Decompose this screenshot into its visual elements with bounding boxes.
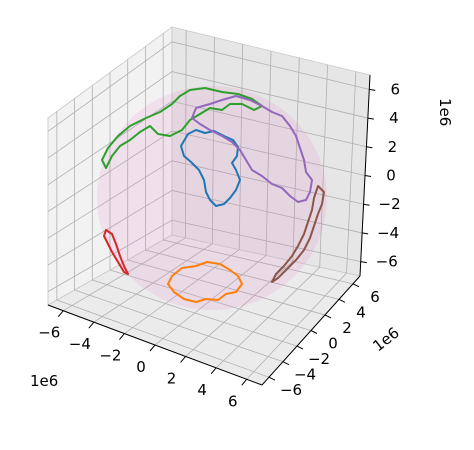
x-tick-mark bbox=[149, 344, 156, 352]
sphere bbox=[97, 86, 327, 310]
y-axis-line bbox=[261, 275, 361, 386]
x-tick-mark bbox=[241, 378, 248, 386]
y-offset-label: 1e6 bbox=[369, 324, 402, 356]
z-gridline bbox=[47, 190, 363, 266]
y-gridline bbox=[145, 249, 340, 300]
y-tick-mark bbox=[268, 376, 276, 381]
z-tick-mark bbox=[369, 88, 376, 91]
x-tick-mark bbox=[210, 367, 217, 375]
x-tick-label: −6 bbox=[38, 324, 60, 342]
y-tick-mark bbox=[338, 298, 346, 303]
x-tick-label: 2 bbox=[167, 369, 177, 387]
y-tick-mark bbox=[282, 361, 290, 366]
z-tick-label: 0 bbox=[386, 167, 396, 185]
x-tick-label: −4 bbox=[69, 335, 91, 353]
y-gridline bbox=[56, 299, 270, 378]
z-offset-label: 1e6 bbox=[436, 98, 454, 126]
coastline-north-america bbox=[101, 87, 263, 169]
coastline-south-america bbox=[103, 229, 129, 275]
z-gridline bbox=[47, 100, 367, 186]
x-tick-label: 4 bbox=[197, 381, 207, 399]
x-tick-mark bbox=[57, 310, 64, 318]
z-gridline bbox=[47, 160, 364, 239]
coastline-antarctica bbox=[167, 261, 243, 303]
y-tick-mark bbox=[324, 314, 332, 319]
x-tick-mark bbox=[119, 333, 125, 340]
x-axis-line bbox=[47, 304, 263, 386]
z-tick-mark bbox=[364, 175, 372, 177]
x-tick-label: −2 bbox=[99, 347, 121, 365]
x-tick-label: 0 bbox=[136, 358, 146, 376]
z-tick-label: −6 bbox=[376, 253, 398, 271]
y-tick-label: 0 bbox=[328, 335, 338, 353]
series-layer bbox=[101, 87, 325, 303]
z-gridline bbox=[47, 130, 366, 212]
z-tick-label: −2 bbox=[379, 195, 401, 213]
y-tick-label: 6 bbox=[370, 288, 380, 306]
y-gridline bbox=[163, 239, 354, 285]
y-tick-label: −2 bbox=[308, 350, 330, 368]
coastline-eurasia bbox=[191, 95, 313, 203]
z-tick-label: 4 bbox=[389, 109, 399, 127]
z-tick-mark bbox=[362, 232, 369, 235]
x-offset-label: 1e6 bbox=[30, 372, 58, 390]
z-tick-mark bbox=[367, 117, 374, 120]
z-tick-mark bbox=[363, 203, 370, 206]
z-gridline bbox=[47, 71, 368, 159]
z-axis-line bbox=[359, 74, 371, 277]
y-gridline bbox=[127, 259, 326, 316]
z-tick-label: 6 bbox=[391, 80, 401, 98]
coastline-australia bbox=[271, 185, 325, 283]
x-tick-mark bbox=[180, 356, 186, 363]
z-tick-label: 2 bbox=[388, 138, 398, 156]
x-tick-mark bbox=[88, 321, 95, 329]
y-tick-mark bbox=[296, 345, 304, 350]
sphere-surface bbox=[97, 86, 327, 310]
y-tick-mark bbox=[310, 330, 318, 334]
x-tick-label: 6 bbox=[228, 392, 238, 410]
y-tick-label: 4 bbox=[356, 303, 366, 321]
y-gridline bbox=[74, 289, 284, 363]
z-gridline bbox=[47, 41, 370, 132]
y-tick-mark bbox=[352, 283, 360, 288]
z-tick-mark bbox=[360, 261, 367, 264]
y-gridline bbox=[92, 279, 298, 347]
y-tick-label: 2 bbox=[342, 319, 352, 337]
z-tick-mark bbox=[366, 146, 373, 149]
y-tick-label: −4 bbox=[294, 366, 316, 384]
z-tick-label: −4 bbox=[377, 224, 399, 242]
y-tick-label: −6 bbox=[280, 381, 302, 399]
